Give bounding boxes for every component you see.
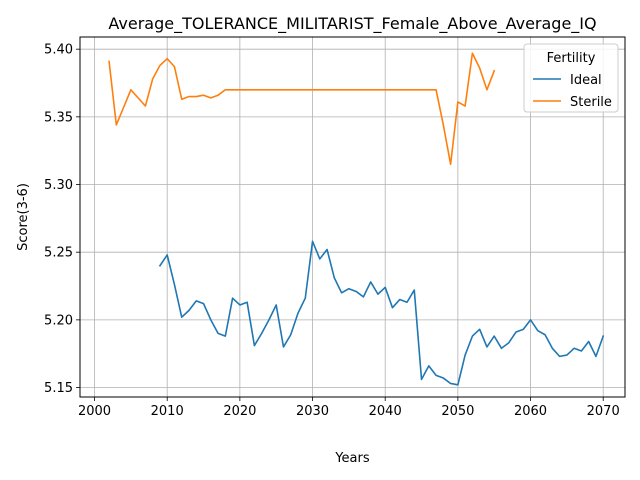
x-tick-label: 2020 xyxy=(223,404,256,419)
x-axis-label: Years xyxy=(334,451,370,466)
legend-box xyxy=(523,43,619,113)
y-tick-label: 5.15 xyxy=(44,381,73,396)
legend-entries: Ideal Sterile xyxy=(533,73,612,110)
legend-label-sterile: Sterile xyxy=(570,95,612,110)
plot-area-frame xyxy=(79,36,626,398)
series-lines xyxy=(108,52,605,386)
x-tick-label: 2030 xyxy=(296,404,329,419)
y-tick-label: 5.25 xyxy=(44,246,73,261)
y-tick-label: 5.20 xyxy=(44,313,73,328)
x-tick-label: 2070 xyxy=(587,404,620,419)
axis-ticks: 2000 2010 2020 2030 2040 2050 2060 2070 5.15 5.20… xyxy=(44,43,620,419)
legend-label-ideal: Ideal xyxy=(570,73,602,88)
y-tick-label: 5.35 xyxy=(44,110,73,125)
x-tick-label: 2060 xyxy=(514,404,547,419)
x-tick-label: 2050 xyxy=(441,404,474,419)
x-tick-label: 2000 xyxy=(78,404,111,419)
x-tick-label: 2040 xyxy=(369,404,402,419)
legend-title: Fertility xyxy=(547,51,596,66)
series-line-sterile xyxy=(108,52,496,166)
legend: Fertility Ideal Sterile xyxy=(523,43,619,113)
chart-title: Average_TOLERANCE_MILITARIST_Female_Abov… xyxy=(108,14,596,34)
series-line-ideal xyxy=(158,240,605,386)
y-tick-label: 5.30 xyxy=(44,178,73,193)
y-axis-label: Score(3-6) xyxy=(16,183,31,251)
x-tick-label: 2010 xyxy=(151,404,184,419)
y-tick-label: 5.40 xyxy=(44,43,73,58)
